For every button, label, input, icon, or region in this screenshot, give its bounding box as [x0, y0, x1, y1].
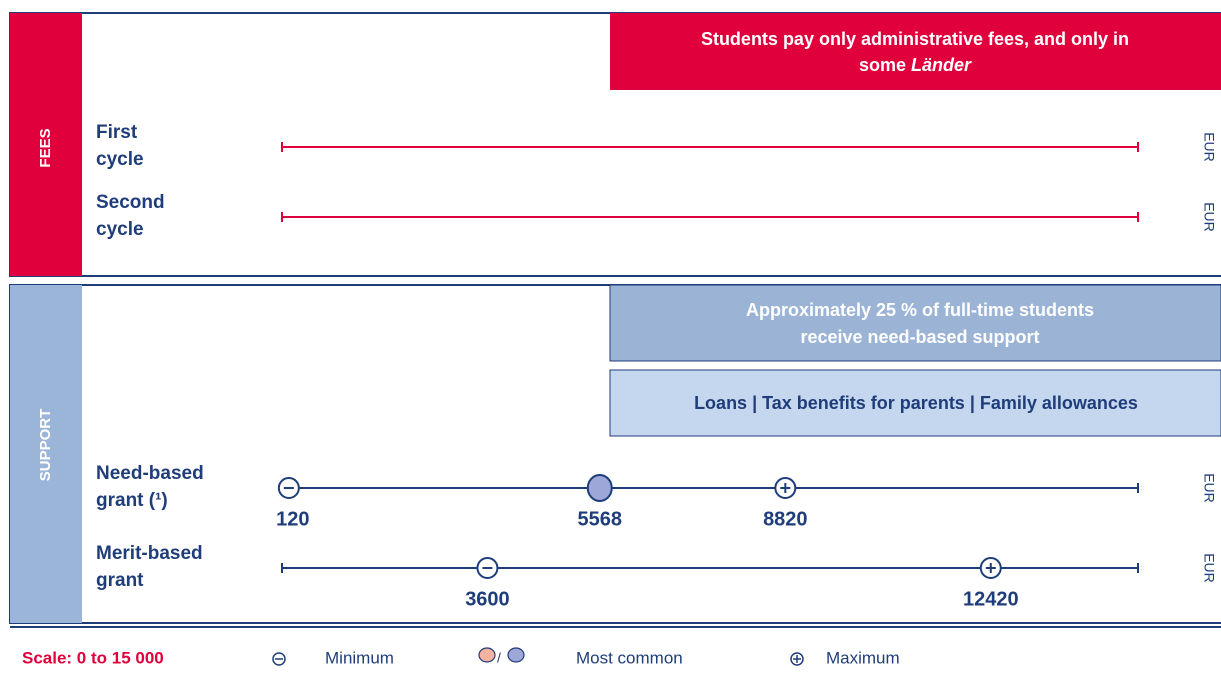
legend-support-icon: [507, 647, 525, 663]
fees-label: FEES: [37, 128, 54, 167]
most-common-marker: [586, 474, 613, 502]
fees-note-italic: Länder: [911, 55, 972, 75]
legend-min-icon: [272, 652, 286, 666]
unit: EUR: [1201, 202, 1217, 232]
legend-most-common: Most common: [576, 648, 683, 667]
support-note: receive need-based support: [800, 327, 1039, 347]
support-sidebar: [10, 285, 82, 623]
row-label: First: [96, 122, 138, 143]
fees-note-word: some: [859, 55, 906, 75]
legend-fee-icon: [478, 647, 496, 663]
row-label: Merit-based: [96, 543, 203, 564]
fees-banner: [610, 13, 1221, 90]
fees-note-end: some Länder: [859, 55, 972, 75]
other-banner: [609, 369, 1221, 437]
support-note: Approximately 25 % of full-time students: [746, 300, 1094, 320]
value-label: 8820: [763, 508, 808, 530]
legend-max-icon: [790, 652, 804, 666]
legend-maximum: Maximum: [826, 648, 900, 667]
support-label: SUPPORT: [37, 409, 54, 482]
row-label: grant (¹): [96, 490, 168, 511]
row-label: cycle: [96, 219, 144, 240]
legend-separator: /: [497, 650, 501, 666]
row-label: Second: [96, 192, 165, 213]
legend-minimum: Minimum: [325, 648, 394, 667]
unit: EUR: [1201, 473, 1217, 503]
value-label: 12420: [963, 588, 1019, 610]
fees-sidebar: [10, 13, 82, 276]
other-support: Loans | Tax benefits for parents | Famil…: [694, 393, 1138, 413]
fees-note: Students pay only administrative fees, a…: [701, 29, 1129, 49]
unit: EUR: [1201, 553, 1217, 583]
row-label: cycle: [96, 149, 144, 170]
value-label: 5568: [577, 508, 622, 530]
value-label: 3600: [465, 588, 510, 610]
unit: EUR: [1201, 132, 1217, 162]
support-banner: [609, 284, 1221, 362]
row-label: grant: [96, 570, 144, 591]
row-label: Need-based: [96, 463, 204, 484]
scale-label: Scale: 0 to 15 000: [22, 648, 164, 667]
value-label: 120: [276, 508, 309, 530]
